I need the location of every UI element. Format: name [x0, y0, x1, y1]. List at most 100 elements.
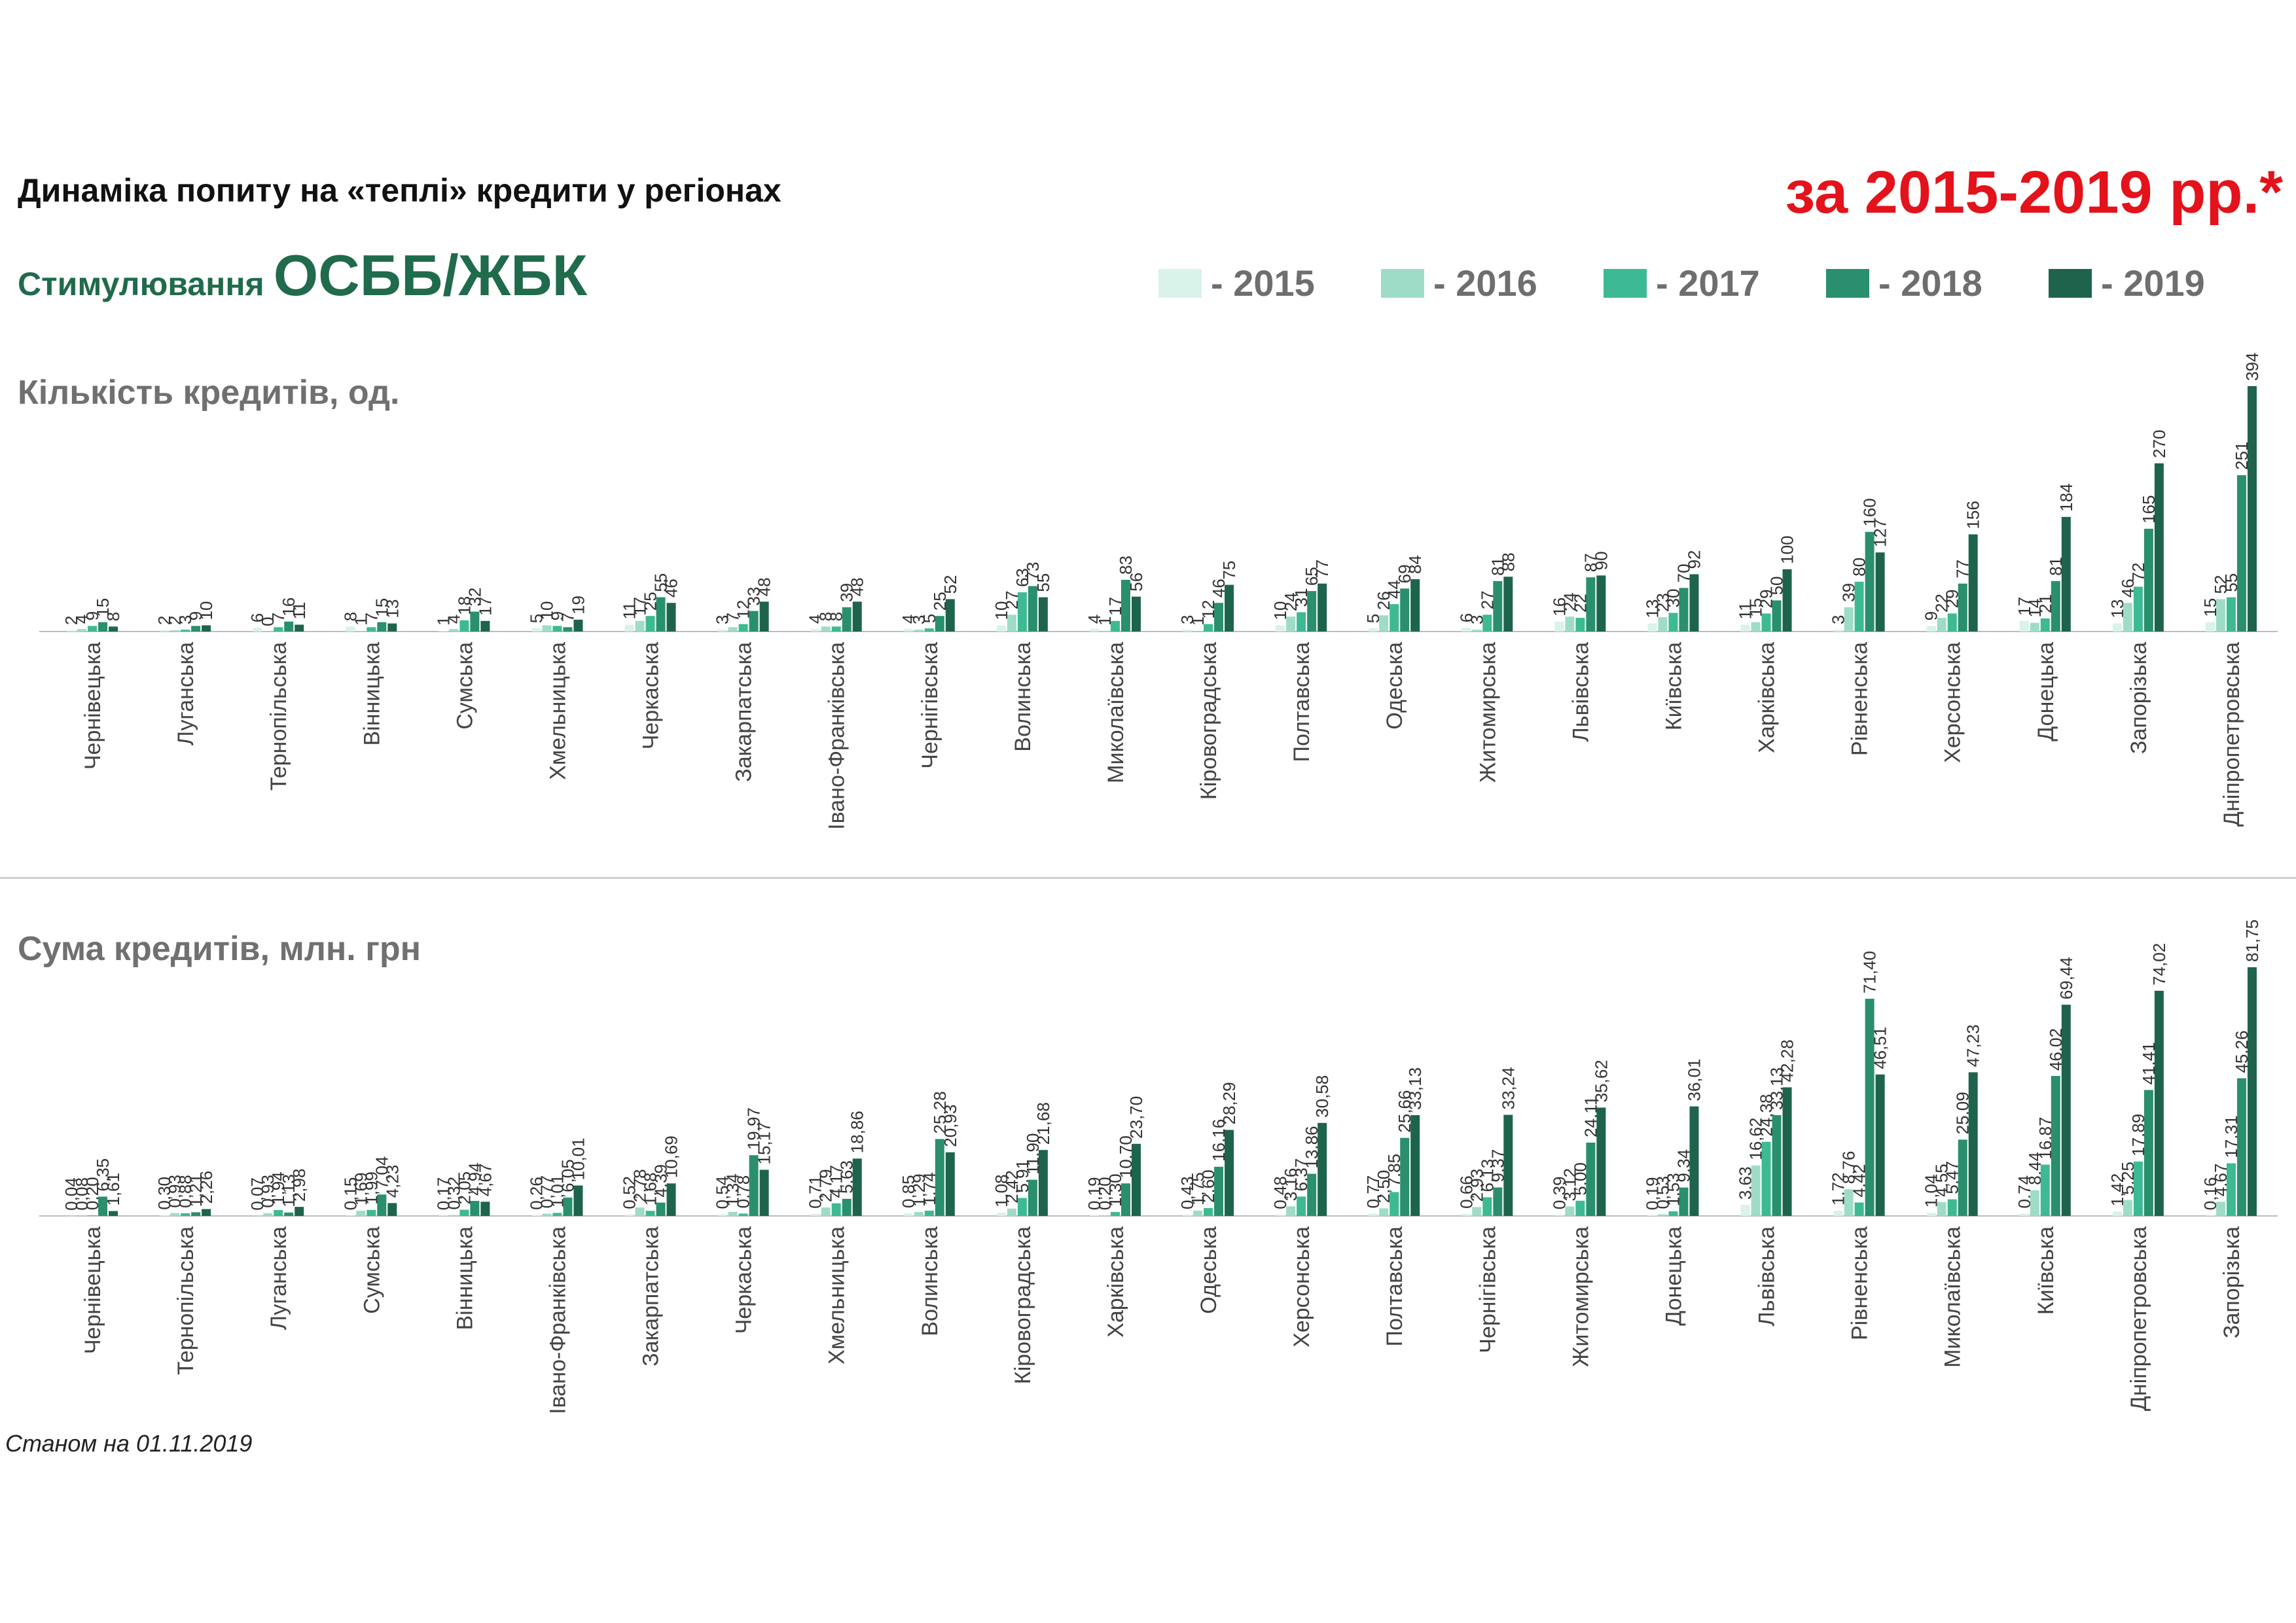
bar-2016	[1565, 1206, 1575, 1216]
data-label: 4	[72, 615, 92, 624]
category-label: Тернопільська	[173, 1226, 198, 1375]
bar-2019	[1318, 1122, 1327, 1216]
bar-2018	[98, 622, 108, 632]
data-label: 14	[2025, 599, 2045, 618]
count-section-title: Кількість кредитів, од.	[18, 374, 400, 412]
bar-2015	[1183, 1215, 1193, 1216]
data-label: 8	[103, 612, 123, 621]
bar-2016	[2030, 1190, 2039, 1216]
data-label: 20,93	[941, 1105, 960, 1147]
category-label: Тернопільська	[266, 642, 291, 791]
data-label: 0,30	[154, 1177, 174, 1210]
data-label: 0,54	[713, 1176, 732, 1209]
data-label: 16	[1549, 597, 1569, 616]
data-label: 9	[82, 611, 102, 620]
data-label: 90	[1591, 551, 1611, 570]
category-label: Чернівецька	[81, 642, 105, 770]
bar-2018	[1121, 1183, 1130, 1216]
data-label: 7	[268, 613, 288, 622]
bar-2019	[1410, 1115, 1420, 1216]
data-label: 23,70	[1126, 1096, 1146, 1139]
bar-2016	[1937, 618, 1946, 632]
data-label: 73	[1023, 562, 1043, 581]
data-label: 81,75	[2242, 919, 2262, 962]
legend-item-2019: - 2019	[2049, 262, 2271, 304]
legend-swatch-2015	[1158, 268, 1202, 298]
bar-2019	[295, 1207, 304, 1216]
data-label: 10,69	[662, 1135, 681, 1178]
data-label: 4,55	[1932, 1164, 1952, 1197]
bar-2015	[253, 1215, 262, 1217]
data-label: 1,69	[351, 1173, 370, 1206]
data-label: 15,17	[755, 1122, 774, 1164]
bar-2019	[759, 601, 769, 632]
bar-2016	[1751, 1165, 1761, 1216]
category-label: Закарпатська	[732, 642, 757, 782]
data-label: 2	[154, 616, 174, 625]
data-label: 2,98	[289, 1169, 309, 1202]
bar-2019	[852, 1158, 862, 1216]
bar-2019	[202, 625, 211, 632]
bar-2017	[1668, 613, 1678, 632]
bar-2017	[367, 1209, 376, 1216]
category-label: Дніпропетровська	[2219, 642, 2244, 827]
bar-2018	[191, 626, 201, 632]
category-label: Миколаївська	[1103, 642, 1128, 783]
bar-2015	[717, 1214, 727, 1216]
category-label: Рівненська	[1848, 642, 1873, 756]
bar-2016	[1100, 631, 1109, 632]
data-label: 8,76	[1839, 1151, 1859, 1185]
category-label: Вінницька	[359, 642, 384, 746]
data-label: 15	[372, 598, 391, 617]
bar-2015	[624, 1214, 634, 1216]
bar-2018	[1865, 999, 1874, 1216]
bar-2017	[1390, 1192, 1399, 1216]
data-label: 5	[1363, 614, 1383, 623]
bar-2016	[2123, 1200, 2132, 1216]
category-label: Луганська	[266, 1226, 291, 1330]
data-label: 74,02	[2149, 943, 2169, 986]
category-label: Запорізька	[2126, 642, 2151, 754]
data-label: 1,94	[268, 1171, 288, 1205]
bar-2015	[1926, 1213, 1936, 1216]
data-label: 55	[1033, 573, 1053, 592]
bar-2018	[1958, 1139, 1967, 1216]
category-label: Львівська	[1568, 642, 1593, 742]
data-label: 1	[1188, 616, 1208, 626]
category-label: Івано-Франківська	[545, 1226, 570, 1414]
data-label: 56	[1126, 573, 1146, 592]
category-label: Вінницька	[452, 1226, 477, 1330]
data-label: 71,40	[1860, 951, 1880, 993]
data-label: 0,93	[165, 1175, 185, 1208]
data-label: 10	[537, 601, 556, 620]
bar-2017	[738, 624, 748, 632]
data-label: 52	[2211, 575, 2231, 594]
bar-2017	[1110, 1211, 1120, 1216]
data-label: 3,16	[1281, 1168, 1300, 1202]
bar-2015	[67, 1215, 77, 1217]
bar-2016	[356, 631, 366, 632]
data-label: 7,04	[372, 1156, 391, 1190]
data-label: 3	[713, 615, 732, 624]
bar-2019	[759, 1169, 769, 1216]
data-label: 4	[1085, 615, 1104, 624]
bar-2016	[2215, 599, 2225, 632]
bar-2015	[996, 625, 1006, 632]
bar-2016	[1007, 615, 1016, 632]
bar-2017	[1668, 1211, 1678, 1216]
bar-2019	[1410, 579, 1420, 632]
bar-2017	[1947, 613, 1957, 632]
bar-2019	[1038, 597, 1048, 632]
bar-2018	[656, 597, 666, 632]
bar-2018	[1772, 1115, 1782, 1216]
category-label: Сумська	[452, 642, 477, 730]
bar-2017	[2226, 1163, 2236, 1216]
bar-2019	[480, 1202, 490, 1216]
bar-2018	[98, 1196, 108, 1216]
category-label: Донецька	[1661, 1226, 1686, 1326]
data-label: 0,48	[1270, 1176, 1290, 1209]
bar-2016	[449, 629, 459, 632]
data-label: 1,34	[723, 1173, 743, 1207]
data-label: 0,71	[806, 1175, 825, 1209]
data-label: 1,13	[279, 1174, 298, 1207]
